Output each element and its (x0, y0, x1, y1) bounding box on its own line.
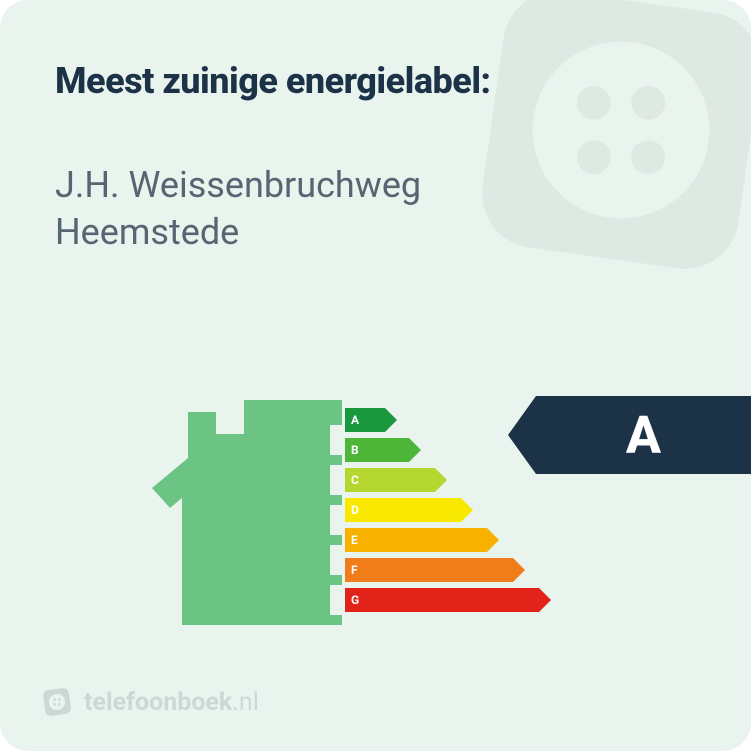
bar-arrowhead (539, 588, 551, 612)
energy-bar-f: F (345, 558, 525, 582)
bar-arrowhead (385, 408, 397, 432)
bar-arrowhead (513, 558, 525, 582)
content: Meest zuinige energielabel: J.H. Weissen… (0, 0, 751, 256)
result-badge: A (536, 396, 751, 474)
energy-bar-g: G (345, 588, 551, 612)
bar-label: C (351, 473, 359, 487)
bar-arrowhead (409, 438, 421, 462)
card: Meest zuinige energielabel: J.H. Weissen… (0, 0, 751, 751)
footer-logo-icon (40, 685, 74, 719)
footer-brand: telefoonboek.nl (84, 688, 259, 717)
bar-label: E (351, 533, 358, 547)
address: J.H. Weissenbruchweg Heemstede (55, 162, 696, 256)
energy-bar-b: B (345, 438, 421, 462)
energy-bar-c: C (345, 468, 447, 492)
footer: telefoonboek.nl (40, 685, 259, 719)
bar-label: B (351, 443, 359, 457)
bar-label: A (351, 413, 359, 427)
footer-tld: .nl (232, 688, 258, 717)
bar-stem (345, 498, 461, 522)
footer-brand-name: telefoonboek (84, 688, 232, 717)
address-line-2: Heemstede (55, 209, 696, 256)
bar-stem (345, 558, 513, 582)
bar-label: D (351, 503, 359, 517)
bar-arrowhead (461, 498, 473, 522)
energy-label-chart: A B C D E F G A (0, 390, 751, 640)
house-icon (152, 400, 342, 625)
bar-arrowhead (487, 528, 499, 552)
badge-notch (508, 396, 536, 474)
address-line-1: J.H. Weissenbruchweg (55, 162, 696, 209)
energy-bar-a: A (345, 408, 397, 432)
energy-bar-d: D (345, 498, 473, 522)
bar-stem (345, 588, 539, 612)
bar-label: G (351, 593, 359, 607)
result-letter: A (626, 405, 661, 466)
energy-bar-e: E (345, 528, 499, 552)
bar-stem (345, 528, 487, 552)
bar-arrowhead (435, 468, 447, 492)
bar-label: F (351, 563, 358, 577)
page-title: Meest zuinige energielabel: (55, 60, 696, 102)
